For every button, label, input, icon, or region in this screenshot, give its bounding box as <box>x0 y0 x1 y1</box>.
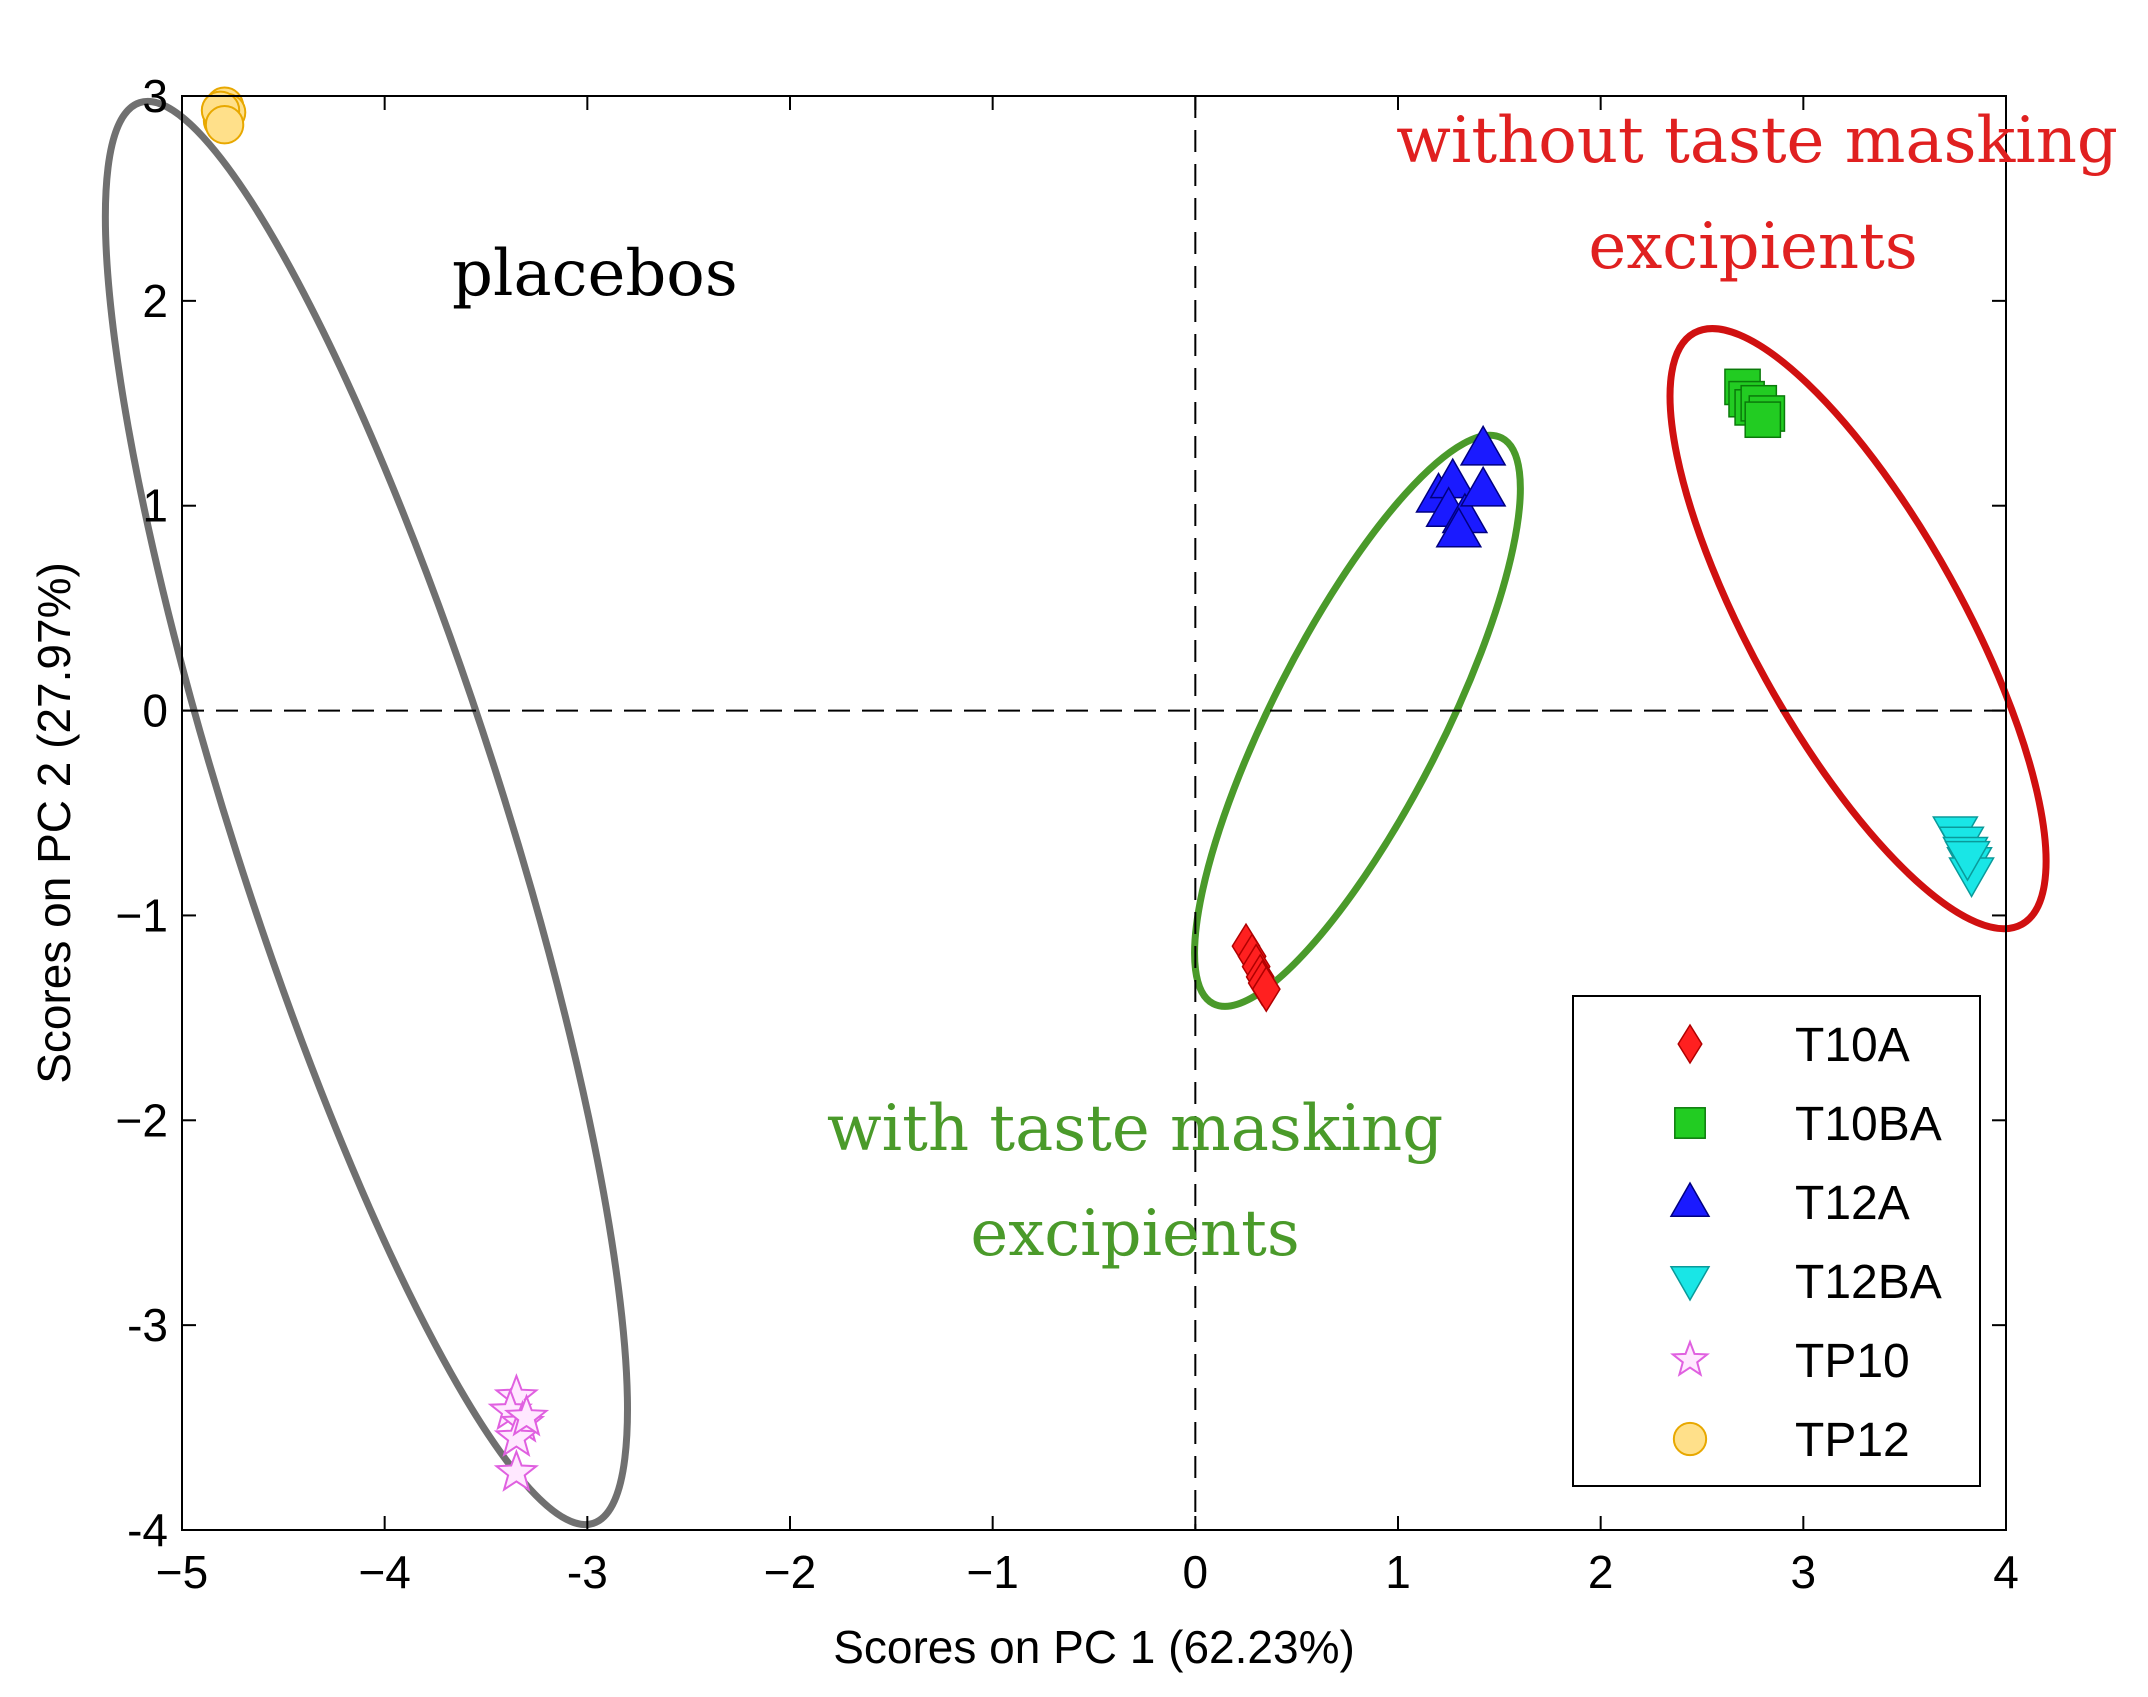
legend-label-T12A: T12A <box>1795 1177 1910 1230</box>
legend-item-T10BA: T10BA <box>1674 1098 1942 1151</box>
series-T12A <box>1415 424 1507 548</box>
point-TP10 <box>493 1414 540 1458</box>
annotation-without-taste-masking: without taste masking <box>1396 104 2118 178</box>
x-tick-label: −5 <box>156 1546 208 1598</box>
series-T10A <box>1231 922 1281 1013</box>
y-tick-label: 3 <box>142 70 168 122</box>
point-T12A <box>1435 506 1483 548</box>
ellipse-with-taste-masking <box>1191 431 1524 1010</box>
legend-marker-T10A <box>1677 1023 1703 1065</box>
y-tick-label: −2 <box>116 1094 168 1146</box>
y-tick-label: 1 <box>142 480 168 532</box>
legend: T10A T10BA T12A T12BA TP10 TP12 <box>1572 995 1981 1487</box>
point-T12A <box>1459 465 1507 507</box>
point-TP10 <box>493 1448 540 1492</box>
x-tick-label: -3 <box>567 1546 608 1598</box>
ellipse-placebos <box>101 97 631 1529</box>
legend-marker-T12BA <box>1669 1266 1711 1302</box>
series-T10BA <box>1724 368 1786 439</box>
legend-item-T12A: T12A <box>1669 1177 1910 1230</box>
point-T10BA <box>1744 401 1782 439</box>
y-tick-label: 2 <box>142 275 168 327</box>
legend-item-TP10: TP10 <box>1670 1335 1910 1388</box>
x-tick-label: 3 <box>1791 1546 1817 1598</box>
point-T10A <box>1251 965 1281 1013</box>
x-tick-label: −4 <box>358 1546 410 1598</box>
point-TP12 <box>204 104 245 145</box>
legend-label-TP10: TP10 <box>1795 1335 1910 1388</box>
y-tick-label: −1 <box>116 889 168 941</box>
legend-marker-TP12 <box>1672 1421 1708 1457</box>
legend-marker-T12A <box>1669 1181 1711 1217</box>
y-tick-label: -4 <box>127 1504 168 1556</box>
x-tick-label: −1 <box>966 1546 1018 1598</box>
y-axis-label: Scores on PC 2 (27.97%) <box>28 562 80 1084</box>
x-axis-label: Scores on PC 1 (62.23%) <box>833 1621 1355 1673</box>
annotation-without-excipients: excipients <box>1588 210 1917 284</box>
point-T12A <box>1459 424 1507 466</box>
x-tick-label: −2 <box>764 1546 816 1598</box>
series-T12BA <box>1932 816 1995 898</box>
group-ellipses <box>101 97 2050 1529</box>
axis-ticks: −5 −4 -3 −2 −1 0 1 2 3 4 -4 -3 −2 −1 0 1 2 3 <box>116 70 2019 1598</box>
zero-reference-lines <box>182 96 2006 1530</box>
legend-box <box>1572 995 1981 1487</box>
legend-label-T10A: T10A <box>1795 1019 1910 1072</box>
x-tick-label: 4 <box>1993 1546 2019 1598</box>
annotation-placebos: placebos <box>452 237 738 311</box>
legend-marker-T10BA <box>1674 1107 1706 1139</box>
x-tick-label: 0 <box>1183 1546 1209 1598</box>
legend-item-T10A: T10A <box>1677 1019 1910 1072</box>
y-tick-label: 0 <box>142 685 168 737</box>
x-tick-label: 2 <box>1588 1546 1614 1598</box>
point-TP10 <box>503 1393 550 1437</box>
legend-label-TP12: TP12 <box>1795 1414 1910 1467</box>
legend-item-TP12: TP12 <box>1672 1414 1910 1467</box>
annotation-with-excipients: excipients <box>970 1197 1299 1271</box>
legend-label-T10BA: T10BA <box>1795 1098 1942 1151</box>
x-tick-label: 1 <box>1385 1546 1411 1598</box>
point-T12BA <box>1944 840 1991 882</box>
series-TP10 <box>487 1373 550 1492</box>
ellipse-without-taste-masking <box>1666 325 2050 933</box>
plot-frame <box>181 95 2007 1531</box>
legend-marker-TP10 <box>1670 1339 1710 1377</box>
annotation-with-taste-masking: with taste masking <box>827 1092 1443 1166</box>
legend-item-T12BA: T12BA <box>1669 1256 1942 1309</box>
y-tick-label: -3 <box>127 1299 168 1351</box>
legend-label-T12BA: T12BA <box>1795 1256 1942 1309</box>
